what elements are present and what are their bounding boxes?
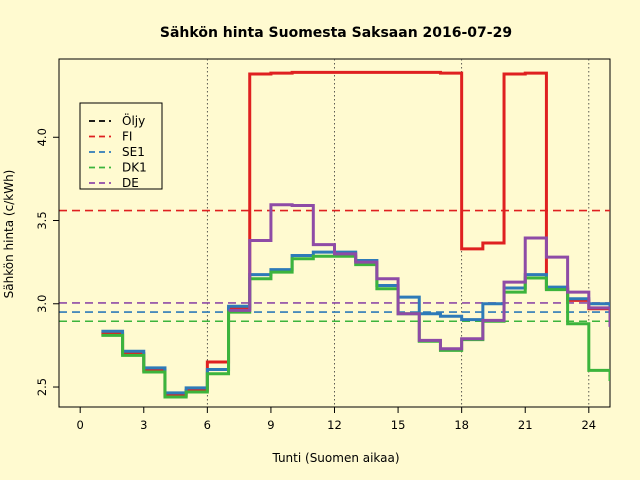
y-axis-label: Sähkön hinta (c/kWh): [2, 170, 16, 299]
x-tick-label: 18: [454, 418, 469, 432]
legend-label-1: FI: [122, 130, 132, 144]
legend-box: [79, 102, 163, 190]
y-tick-label: 3.5: [35, 211, 49, 229]
series-line-se1: [101, 250, 610, 395]
legend-label-0: Öljy: [122, 112, 145, 128]
y-tick-label: 2.5: [35, 378, 49, 396]
x-axis: 0 3 6 9 12 15 18 21 24: [77, 406, 596, 432]
x-tick-label: 12: [327, 418, 342, 432]
legend-label-4: DE: [122, 176, 139, 190]
x-tick-label: 9: [267, 418, 274, 432]
x-tick-label: 6: [204, 418, 211, 432]
x-tick-label: 21: [518, 418, 533, 432]
y-axis: 2.5 3.0 3.5 4.0: [35, 128, 60, 396]
x-tick-label: 24: [581, 418, 596, 432]
legend-label-3: DK1: [122, 161, 147, 175]
x-tick-label: 3: [140, 418, 147, 432]
x-tick-label: 15: [391, 418, 406, 432]
x-tick-label: 0: [77, 418, 84, 432]
y-tick-label: 3.0: [35, 295, 49, 313]
chart-title: Sähkön hinta Suomesta Saksaan 2016-07-29: [160, 25, 512, 41]
series-line-de: [228, 203, 610, 351]
legend-label-2: SE1: [122, 145, 145, 159]
series-lines: [101, 70, 610, 399]
reference-lines: [59, 209, 610, 323]
x-axis-label: Tunti (Suomen aikaa): [271, 451, 399, 465]
y-tick-label: 4.0: [35, 128, 49, 146]
